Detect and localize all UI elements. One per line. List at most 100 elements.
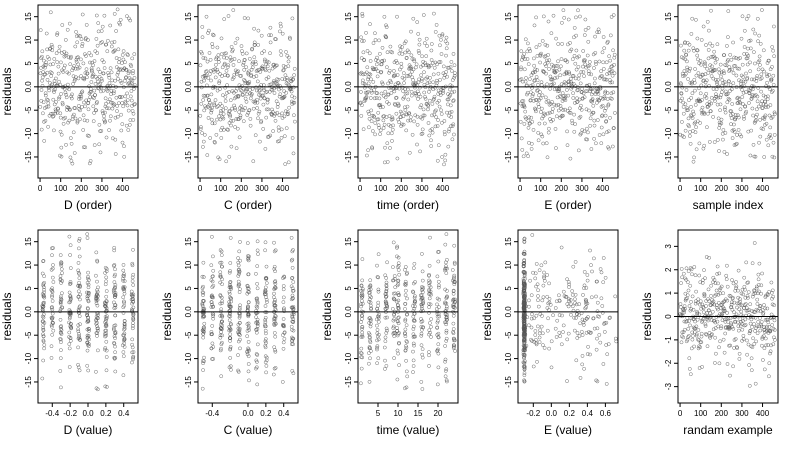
data-point	[690, 91, 695, 96]
data-point	[752, 50, 756, 54]
data-point	[376, 123, 381, 128]
data-point	[254, 365, 259, 370]
data-point	[549, 365, 554, 370]
data-point	[772, 133, 777, 137]
data-point	[290, 296, 295, 300]
data-point	[237, 110, 242, 114]
data-point	[263, 147, 268, 151]
data-point	[255, 327, 260, 331]
data-point	[540, 93, 545, 98]
data-point	[592, 256, 596, 261]
data-point	[104, 308, 109, 313]
data-point	[404, 288, 408, 293]
data-point	[587, 60, 592, 64]
data-point	[236, 268, 241, 272]
data-point	[581, 91, 586, 96]
data-point	[432, 96, 436, 101]
data-point	[562, 96, 567, 100]
data-point	[222, 61, 227, 66]
data-point	[423, 63, 428, 68]
y-tick-label: 5	[24, 61, 33, 66]
data-point	[681, 111, 686, 116]
data-point	[428, 302, 433, 307]
data-point	[384, 280, 389, 285]
x-tick-label: 10	[394, 409, 403, 418]
data-point	[545, 273, 550, 277]
data-point	[397, 363, 401, 367]
data-point	[682, 308, 687, 313]
data-point	[701, 73, 705, 77]
data-point	[360, 39, 364, 43]
data-point	[452, 305, 456, 309]
data-point	[680, 275, 684, 280]
y-tick-label: 5	[344, 286, 353, 291]
data-point	[50, 253, 54, 258]
data-point	[734, 284, 739, 289]
data-point	[539, 110, 543, 114]
data-point	[121, 263, 126, 267]
data-point	[716, 77, 720, 82]
data-point	[403, 91, 408, 96]
data-point	[388, 124, 393, 129]
data-point	[264, 331, 268, 336]
data-point	[115, 7, 120, 12]
data-point	[744, 260, 749, 265]
data-point	[249, 92, 254, 96]
data-point	[367, 285, 372, 289]
data-point	[748, 302, 753, 307]
data-point	[738, 107, 743, 112]
data-point	[113, 283, 118, 287]
data-point	[260, 66, 265, 71]
data-point	[695, 311, 700, 316]
x-tick-label: 0.4	[278, 409, 290, 418]
x-axis-label: sample index	[693, 198, 764, 212]
data-point	[440, 155, 444, 159]
x-tick-label: 100	[694, 184, 708, 193]
data-point	[448, 87, 452, 92]
data-point	[47, 88, 51, 93]
data-point	[209, 263, 214, 268]
data-point	[400, 75, 405, 80]
data-point	[452, 338, 457, 343]
data-point	[766, 104, 770, 109]
data-point	[359, 288, 363, 293]
data-point	[685, 337, 690, 342]
data-point	[80, 41, 85, 46]
data-point	[93, 49, 98, 54]
x-tick-label: 300	[95, 184, 109, 193]
data-point	[417, 42, 422, 47]
data-point	[263, 339, 268, 344]
data-point	[443, 152, 448, 157]
data-point	[256, 111, 261, 116]
data-point	[612, 126, 616, 130]
data-point	[523, 79, 528, 84]
data-point	[692, 344, 696, 349]
data-point	[536, 130, 541, 135]
data-point	[201, 314, 205, 318]
data-point	[199, 125, 203, 129]
data-point	[521, 290, 526, 295]
data-point	[263, 248, 267, 253]
data-point	[369, 108, 374, 113]
data-point	[125, 14, 129, 19]
data-point	[591, 103, 596, 108]
data-point	[538, 328, 542, 333]
data-point	[689, 96, 694, 100]
data-point	[728, 52, 733, 57]
data-point	[583, 297, 588, 302]
data-point	[113, 137, 118, 142]
data-point	[238, 113, 243, 118]
data-point	[586, 25, 591, 30]
data-point	[201, 145, 205, 149]
data-point	[227, 302, 232, 307]
x-tick-label: 0	[358, 184, 363, 193]
data-point	[404, 344, 408, 348]
data-point	[542, 274, 546, 279]
data-point	[412, 318, 417, 323]
data-point	[740, 87, 744, 92]
data-point	[719, 326, 723, 331]
data-point	[359, 320, 363, 324]
data-point	[700, 281, 705, 285]
data-point	[382, 58, 387, 63]
data-point	[225, 91, 229, 95]
